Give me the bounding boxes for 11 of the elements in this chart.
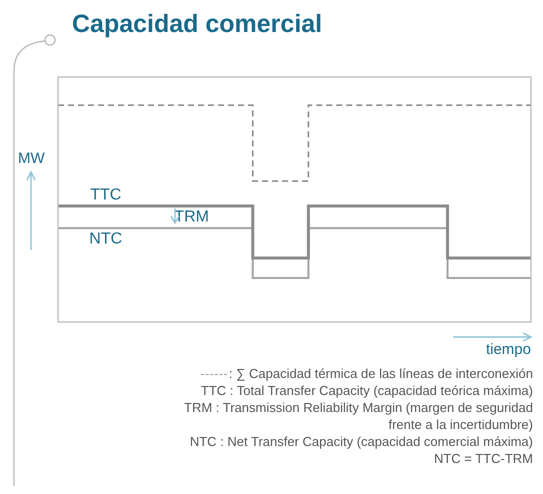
- x-axis-title: tiempo: [486, 341, 531, 358]
- text: NTC = TTC-TRM: [434, 451, 533, 466]
- text: TRM : Transmission Reliability Margin (margen de seguridad frente a la incertidumbre): [184, 400, 533, 432]
- series-label: TTC: [90, 186, 122, 204]
- text: TTC : Total Transfer Capacity (capacidad teórica máxima): [200, 383, 533, 398]
- y-axis-title: MW: [18, 150, 45, 167]
- text: NTC : Net Transfer Capacity (capacidad comercial máxima): [190, 434, 533, 449]
- series-label: NTC: [89, 230, 122, 248]
- annotation: TRM: [174, 208, 209, 226]
- text: : ∑ Capacidad térmica de las líneas de interconexión: [228, 366, 533, 381]
- chart-title: Capacidad comercial: [72, 10, 322, 39]
